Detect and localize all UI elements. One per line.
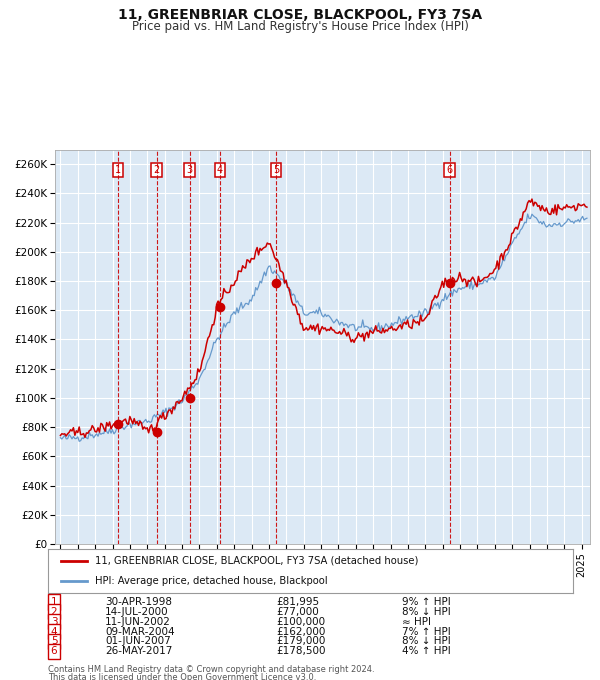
Text: 6: 6: [446, 165, 453, 175]
Text: 8% ↓ HPI: 8% ↓ HPI: [402, 636, 451, 647]
Text: HPI: Average price, detached house, Blackpool: HPI: Average price, detached house, Blac…: [95, 576, 328, 586]
Text: 3: 3: [187, 165, 193, 175]
Text: 1: 1: [115, 165, 121, 175]
Text: 2: 2: [154, 165, 160, 175]
Text: 11, GREENBRIAR CLOSE, BLACKPOOL, FY3 7SA: 11, GREENBRIAR CLOSE, BLACKPOOL, FY3 7SA: [118, 8, 482, 22]
Text: 09-MAR-2004: 09-MAR-2004: [105, 626, 175, 636]
Text: 14-JUL-2000: 14-JUL-2000: [105, 607, 169, 617]
Text: 30-APR-1998: 30-APR-1998: [105, 597, 172, 607]
Text: £77,000: £77,000: [276, 607, 319, 617]
Text: £81,995: £81,995: [276, 597, 319, 607]
Text: 5: 5: [273, 165, 280, 175]
Text: Price paid vs. HM Land Registry's House Price Index (HPI): Price paid vs. HM Land Registry's House …: [131, 20, 469, 33]
Text: 26-MAY-2017: 26-MAY-2017: [105, 646, 172, 656]
Text: 11-JUN-2002: 11-JUN-2002: [105, 617, 171, 627]
Text: This data is licensed under the Open Government Licence v3.0.: This data is licensed under the Open Gov…: [48, 673, 316, 680]
Text: 3: 3: [50, 617, 58, 627]
Text: 1: 1: [50, 597, 58, 607]
Text: £178,500: £178,500: [276, 646, 325, 656]
Text: Contains HM Land Registry data © Crown copyright and database right 2024.: Contains HM Land Registry data © Crown c…: [48, 665, 374, 674]
Text: £179,000: £179,000: [276, 636, 325, 647]
Text: 4% ↑ HPI: 4% ↑ HPI: [402, 646, 451, 656]
Text: 8% ↓ HPI: 8% ↓ HPI: [402, 607, 451, 617]
Text: 11, GREENBRIAR CLOSE, BLACKPOOL, FY3 7SA (detached house): 11, GREENBRIAR CLOSE, BLACKPOOL, FY3 7SA…: [95, 556, 419, 566]
Text: 5: 5: [50, 636, 58, 647]
Text: 6: 6: [50, 646, 58, 656]
Text: 4: 4: [217, 165, 223, 175]
Text: 2: 2: [50, 607, 58, 617]
Text: ≈ HPI: ≈ HPI: [402, 617, 431, 627]
Text: 01-JUN-2007: 01-JUN-2007: [105, 636, 171, 647]
Text: 9% ↑ HPI: 9% ↑ HPI: [402, 597, 451, 607]
Text: 7% ↑ HPI: 7% ↑ HPI: [402, 626, 451, 636]
Text: £100,000: £100,000: [276, 617, 325, 627]
Text: 4: 4: [50, 626, 58, 636]
Text: £162,000: £162,000: [276, 626, 325, 636]
